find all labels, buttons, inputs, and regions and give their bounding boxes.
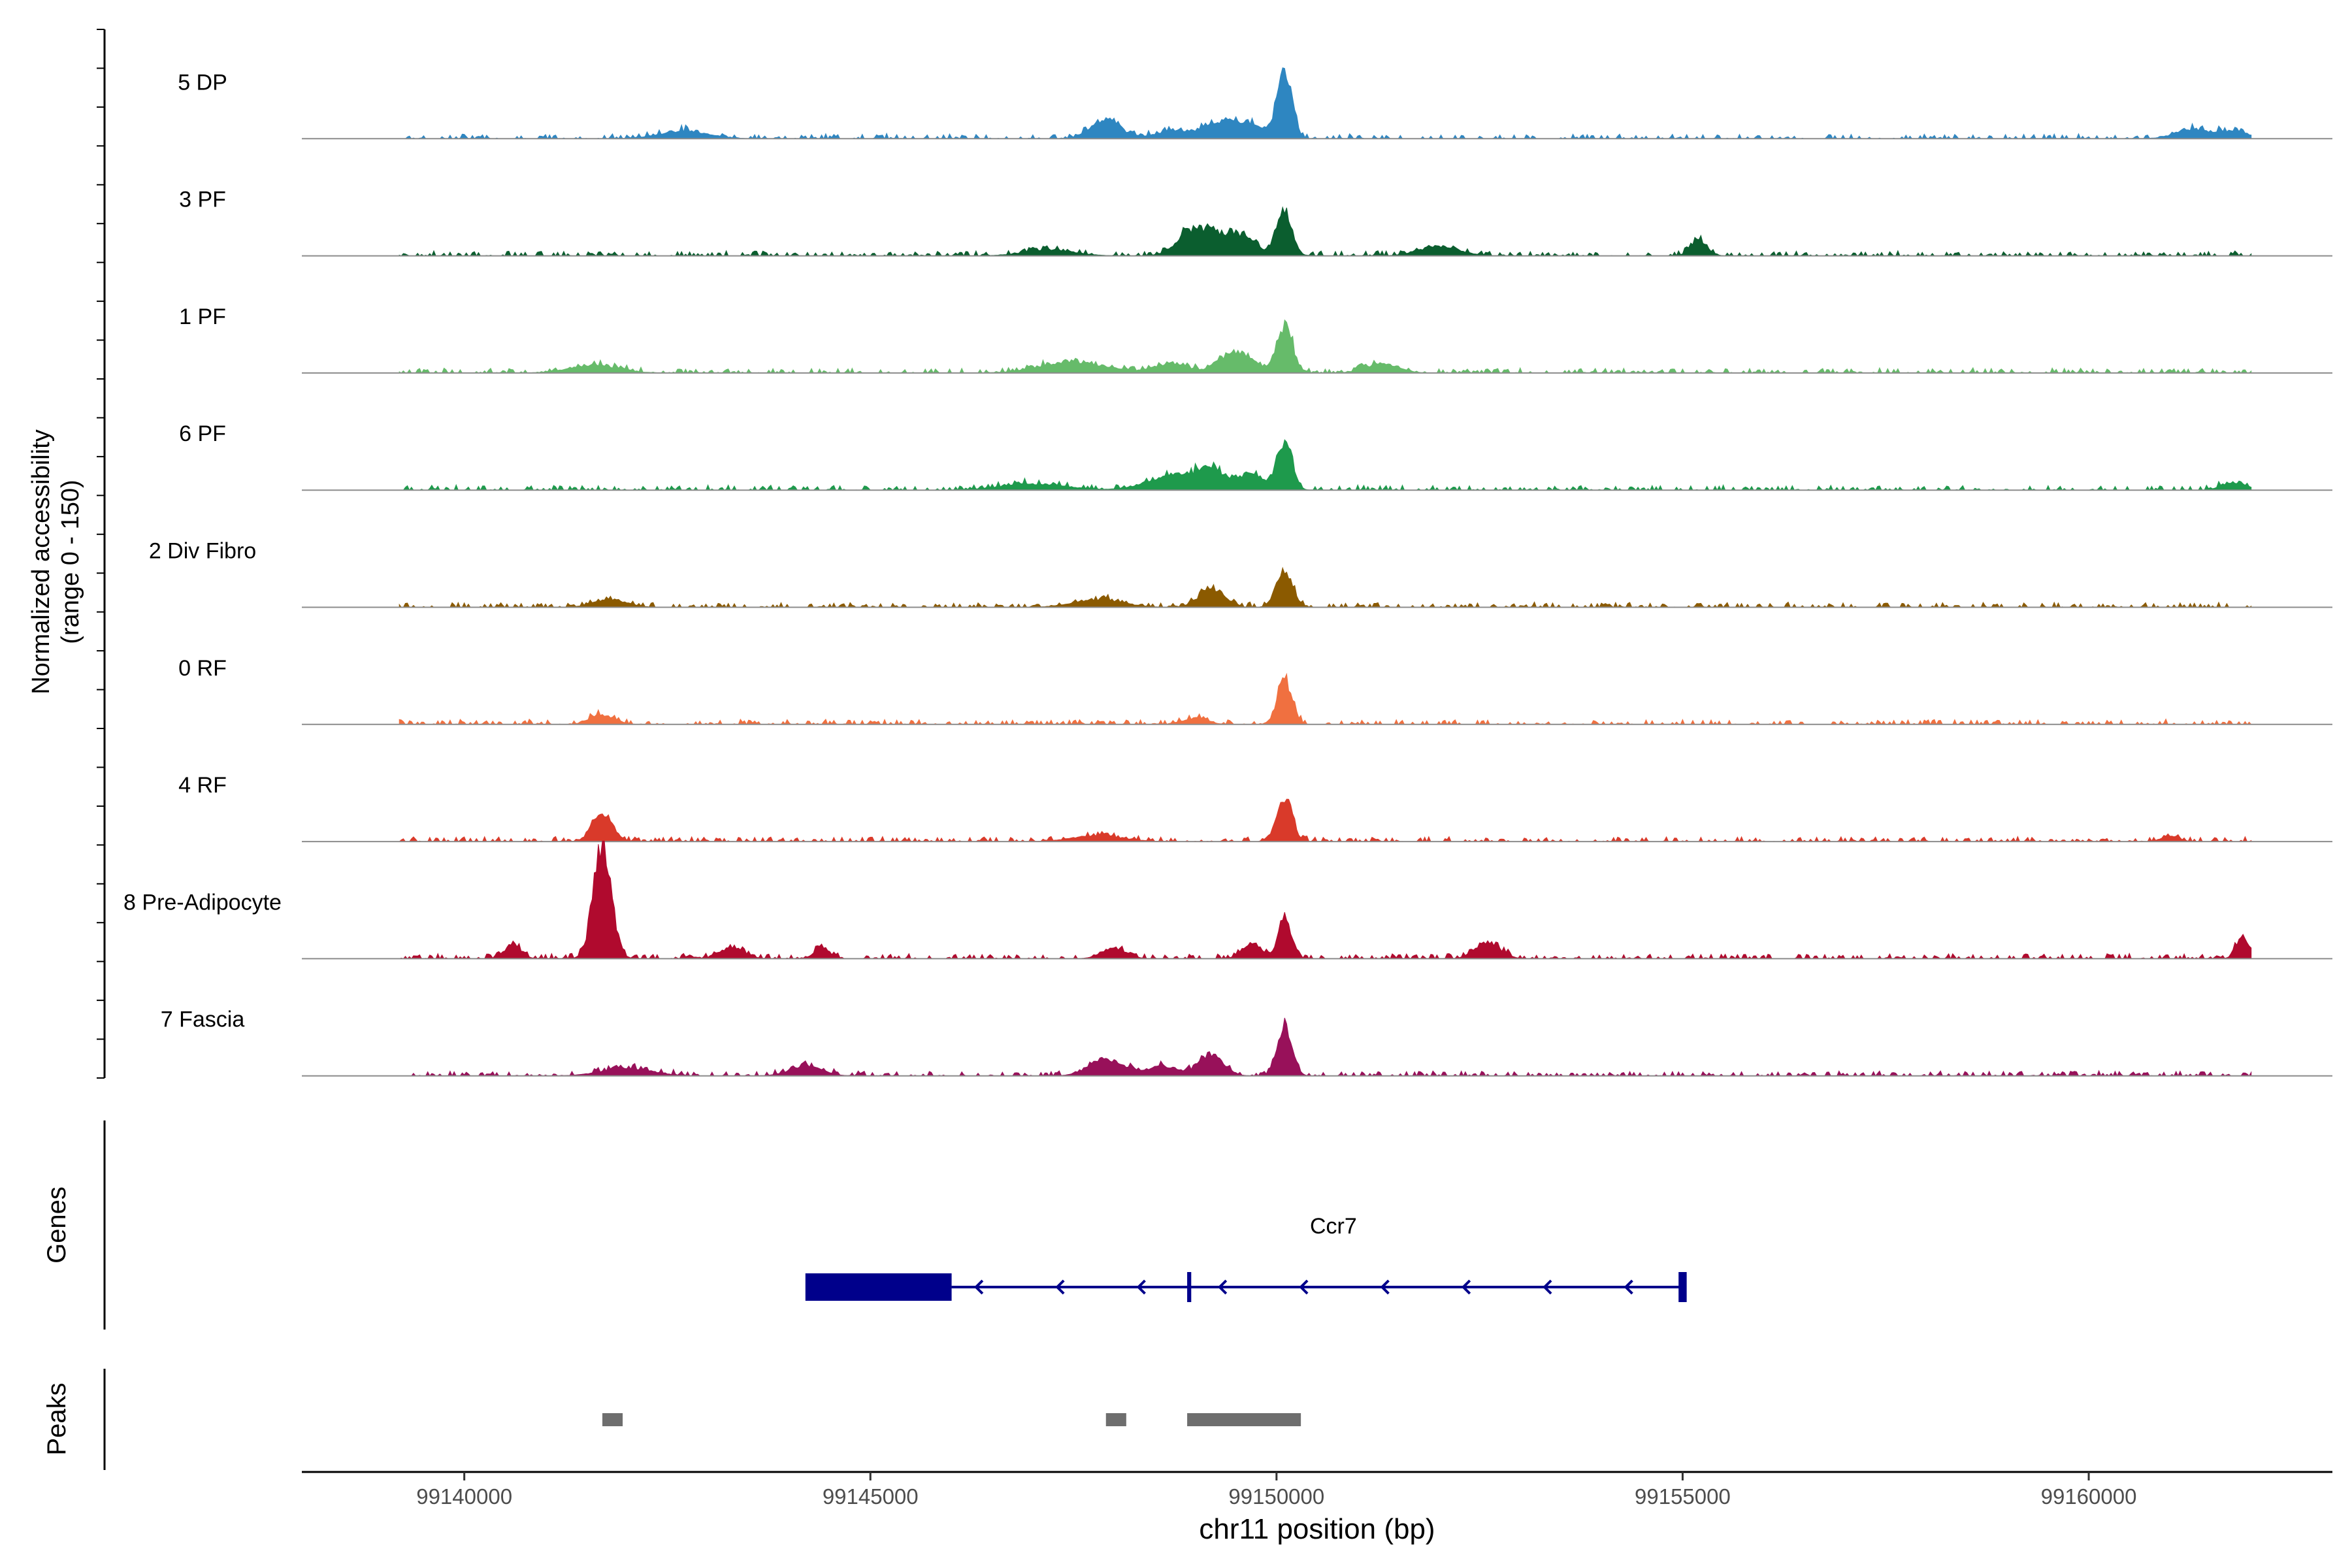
- coverage-area: [399, 840, 2252, 960]
- coverage-area: [399, 439, 2252, 491]
- x-axis-ticks: 99140000 99145000 99150000 99155000 99160000: [416, 1472, 2136, 1509]
- coverage-area: [398, 798, 2252, 843]
- strand-arrow-icon: [1461, 1279, 1471, 1295]
- x-tick-label: 99150000: [1228, 1484, 1324, 1509]
- coverage-area: [399, 67, 2252, 140]
- gene-exon: [805, 1273, 952, 1301]
- track-0-rf: 0 RF: [178, 656, 2332, 725]
- track-label: 6 PF: [179, 421, 226, 446]
- peak-region: [602, 1413, 623, 1426]
- coverage-area: [399, 672, 2252, 725]
- coverage-area: [399, 566, 2252, 608]
- gene-name: Ccr7: [1310, 1214, 1357, 1239]
- x-axis-title: chr11 position (bp): [1199, 1513, 1435, 1545]
- peaks-track: [602, 1413, 1301, 1426]
- strand-arrow-icon: [1380, 1279, 1390, 1295]
- track-label: 4 RF: [178, 773, 227, 798]
- track-label: 3 PF: [179, 188, 226, 212]
- strand-arrow-icon: [974, 1279, 984, 1295]
- gene-exon: [1187, 1272, 1192, 1302]
- track-6-pf: 6 PF: [179, 421, 2332, 491]
- strand-arrow-icon: [1299, 1279, 1309, 1295]
- strand-arrow-icon: [1136, 1279, 1146, 1295]
- track-7-fascia: 7 Fascia: [161, 1007, 2332, 1077]
- track-2-div-fibro: 2 Div Fibro: [149, 539, 2332, 608]
- peaks-label: Peaks: [42, 1382, 71, 1455]
- x-tick-label: 99140000: [416, 1484, 512, 1509]
- track-4-rf: 4 RF: [178, 773, 2332, 843]
- x-tick-label: 99155000: [1635, 1484, 1731, 1509]
- x-tick-label: 99160000: [2041, 1484, 2137, 1509]
- genes-label: Genes: [42, 1186, 71, 1264]
- track-3-pf: 3 PF: [179, 188, 2332, 257]
- gene-track: Ccr7: [805, 1214, 1687, 1302]
- strand-arrow-icon: [1055, 1279, 1065, 1295]
- track-1-pf: 1 PF: [179, 304, 2332, 374]
- track-label: 2 Div Fibro: [149, 539, 256, 564]
- coverage-tracks: 5 DP 3 PF 1 PF 6 PF 2 Div Fibro 0 RF 4 RF 8 Pre…: [123, 67, 2332, 1077]
- gene-exon: [1678, 1272, 1687, 1302]
- track-8-pre-adipocyte: 8 Pre-Adipocyte: [123, 840, 2332, 960]
- strand-arrow-icon: [1543, 1279, 1552, 1295]
- coverage-area: [399, 319, 2252, 374]
- track-label: 8 Pre-Adipocyte: [123, 890, 282, 915]
- x-tick-label: 99145000: [823, 1484, 919, 1509]
- track-5-dp: 5 DP: [178, 67, 2332, 140]
- track-label: 0 RF: [178, 656, 227, 681]
- track-label: 7 Fascia: [161, 1007, 245, 1032]
- peak-region: [1187, 1413, 1301, 1426]
- y-axis-title-line2: (range 0 - 150): [57, 480, 84, 644]
- coverage-area: [399, 206, 2252, 257]
- strand-arrow-icon: [1624, 1279, 1633, 1295]
- peak-region: [1105, 1413, 1126, 1426]
- strand-arrow-icon: [1217, 1279, 1228, 1295]
- track-label: 5 DP: [178, 70, 227, 95]
- coverage-y-ticks: [97, 29, 105, 1079]
- coverage-area: [399, 1017, 2252, 1077]
- track-label: 1 PF: [179, 304, 226, 329]
- y-axis-title-line1: Normalized accessibility: [27, 429, 55, 694]
